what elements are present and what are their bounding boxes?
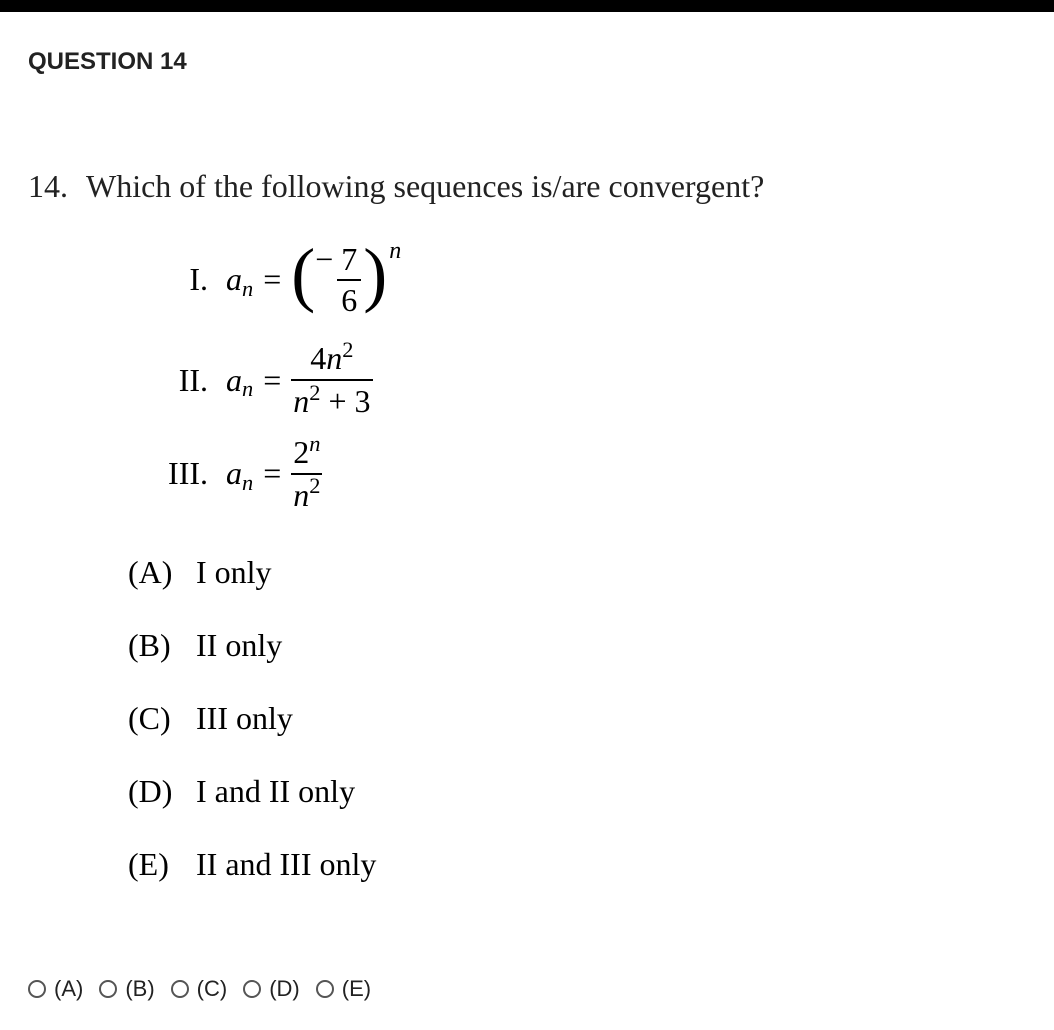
roman-1: I. (138, 261, 208, 298)
radio-icon (28, 980, 46, 998)
left-paren-icon: ( (291, 238, 315, 310)
choice-d: (D) I and II only (128, 773, 1026, 810)
radio-d[interactable]: (D) (243, 976, 300, 1002)
radio-c[interactable]: (C) (171, 976, 228, 1002)
choice-b: (B) II only (128, 627, 1026, 664)
radio-icon (171, 980, 189, 998)
seq1-rhs: ( − 7 6 ) n (291, 241, 401, 318)
seq1-exp: n (389, 238, 401, 265)
seq3-fraction: 2n n2 (291, 434, 322, 514)
seq1-lhs: an (226, 261, 253, 298)
seq1-equals: = (263, 261, 281, 298)
roman-3: III. (138, 455, 208, 492)
seq2-fraction: 4n2 n2 + 3 (291, 340, 372, 420)
question-number: 14. (28, 168, 86, 205)
seq2-lhs: an (226, 362, 253, 399)
sequence-1: I. an = ( − 7 6 ) n (138, 241, 1026, 318)
question-content: QUESTION 14 14. Which of the following s… (0, 12, 1054, 883)
radio-icon (99, 980, 117, 998)
top-bar (0, 0, 1054, 12)
answer-choices: (A) I only (B) II only (C) III only (D) … (128, 554, 1026, 883)
seq1-fraction: 7 6 (337, 242, 361, 318)
seq3-equals: = (263, 455, 281, 492)
radio-a[interactable]: (A) (28, 976, 83, 1002)
question-header: QUESTION 14 (28, 48, 1026, 76)
sequence-3: III. an = 2n n2 (138, 434, 1026, 514)
choice-c: (C) III only (128, 700, 1026, 737)
question-prompt: 14. Which of the following sequences is/… (28, 168, 1026, 205)
radio-answer-row: (A) (B) (C) (D) (E) (28, 976, 371, 1002)
seq2-equals: = (263, 362, 281, 399)
radio-b[interactable]: (B) (99, 976, 154, 1002)
choice-e: (E) II and III only (128, 846, 1026, 883)
question-prompt-text: Which of the following sequences is/are … (86, 168, 764, 205)
choice-a: (A) I only (128, 554, 1026, 591)
sequence-list: I. an = ( − 7 6 ) n II. (138, 241, 1026, 514)
radio-icon (316, 980, 334, 998)
roman-2: II. (138, 362, 208, 399)
right-paren-icon: ) (363, 238, 387, 310)
radio-e[interactable]: (E) (316, 976, 371, 1002)
sequence-2: II. an = 4n2 n2 + 3 (138, 340, 1026, 420)
radio-icon (243, 980, 261, 998)
seq3-lhs: an (226, 455, 253, 492)
